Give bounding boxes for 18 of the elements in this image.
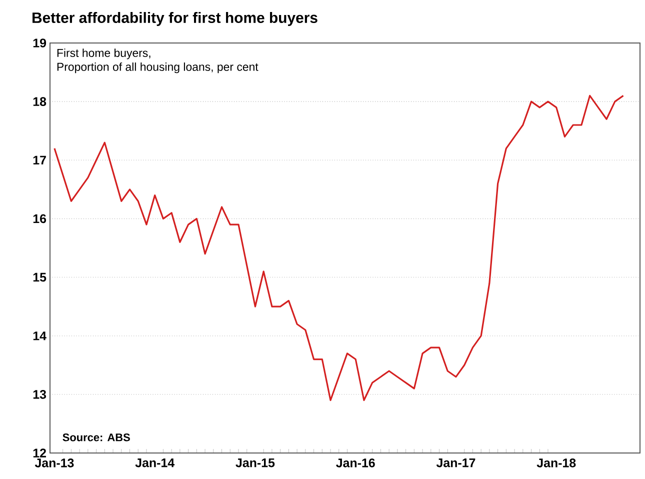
x-tick-label: Jan-14 (135, 458, 175, 468)
y-tick-label: 18 (33, 97, 46, 106)
x-tick-label: Jan-15 (236, 458, 275, 468)
x-tick-label: Jan-16 (336, 458, 375, 468)
chart-title: Better affordability for first home buyers (32, 12, 318, 26)
y-tick-label: 16 (33, 214, 46, 224)
x-tick-label: Jan-13 (34, 458, 74, 468)
y-tick-label: 14 (33, 332, 46, 340)
annotation: Source: ABS (62, 434, 130, 442)
y-tick-label: 15 (33, 272, 46, 282)
chart-subtitle: First home buyers, (57, 48, 150, 60)
y-tick-label: 13 (33, 390, 46, 399)
x-tick-label: Jan-18 (536, 458, 576, 468)
y-tick-label: 17 (33, 156, 46, 164)
y-axis-title: Proportion of all housing loans, per cent (57, 62, 258, 74)
y-tick-label: 12 (33, 448, 46, 458)
y-tick-label: 19 (33, 38, 46, 48)
x-tick-label: Jan-17 (436, 458, 476, 468)
